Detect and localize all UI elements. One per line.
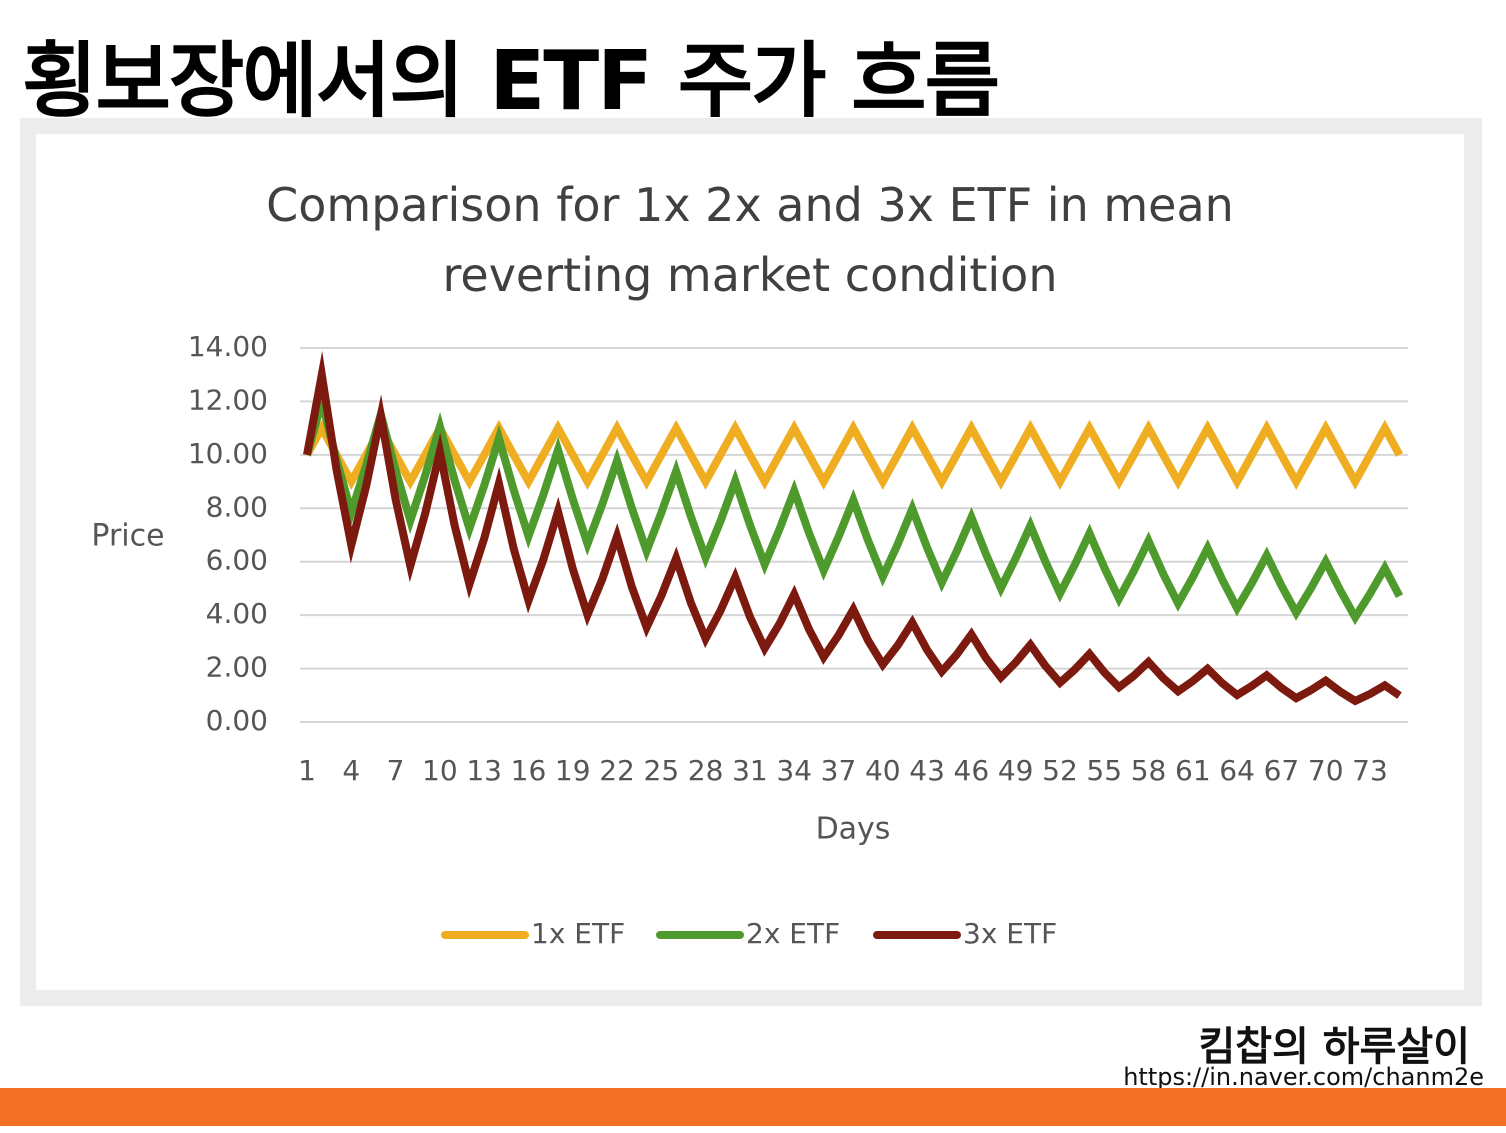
legend-label: 3x ETF — [963, 917, 1057, 950]
x-tick-label: 52 — [1042, 754, 1078, 787]
x-tick-label: 25 — [644, 754, 680, 787]
y-tick-label: 0.00 — [206, 704, 268, 737]
y-tick-label: 14.00 — [188, 330, 268, 363]
x-tick-label: 49 — [998, 754, 1034, 787]
x-tick-label: 4 — [342, 754, 360, 787]
y-tick-label: 12.00 — [188, 383, 268, 416]
footer-bar — [0, 1088, 1506, 1126]
x-tick-label: 22 — [599, 754, 635, 787]
x-tick-label: 37 — [821, 754, 857, 787]
page-title: 횡보장에서의 ETF 주가 흐름 — [22, 34, 1000, 129]
brand: 킴찹의 하루살이 — [1198, 1024, 1470, 1070]
x-tick-label: 64 — [1219, 754, 1255, 787]
x-tick-label: 55 — [1086, 754, 1122, 787]
legend-label: 1x ETF — [531, 917, 625, 950]
legend-label: 2x ETF — [746, 917, 840, 950]
x-tick-label: 7 — [387, 754, 405, 787]
y-tick-label: 2.00 — [206, 651, 268, 684]
y-tick-label: 6.00 — [206, 544, 268, 577]
url: https://in.naver.com/chanm2e — [1123, 1063, 1484, 1091]
chart-title: Comparison for 1x 2x and 3x ETF in mean … — [266, 178, 1234, 302]
x-tick-label: 58 — [1131, 754, 1167, 787]
x-tick-label: 46 — [954, 754, 990, 787]
x-tick-label: 10 — [422, 754, 458, 787]
y-axis-label: Price — [91, 519, 164, 554]
x-tick-label: 34 — [776, 754, 812, 787]
x-tick-label: 73 — [1352, 754, 1388, 787]
x-axis-label: Days — [816, 812, 891, 847]
y-tick-label: 10.00 — [188, 437, 268, 470]
x-tick-label: 1 — [298, 754, 316, 787]
x-tick-label: 13 — [466, 754, 502, 787]
x-tick-label: 16 — [511, 754, 547, 787]
y-tick-label: 8.00 — [206, 490, 268, 523]
series-line — [303, 419, 1404, 490]
x-tick-label: 43 — [909, 754, 945, 787]
x-tick-label: 70 — [1308, 754, 1344, 787]
x-tick-label: 67 — [1264, 754, 1300, 787]
series-line — [303, 385, 1404, 626]
x-tick-label: 31 — [732, 754, 768, 787]
series-line — [303, 350, 1402, 706]
x-tick-label: 28 — [688, 754, 724, 787]
x-tick-label: 61 — [1175, 754, 1211, 787]
y-tick-label: 4.00 — [206, 597, 268, 630]
x-tick-label: 19 — [555, 754, 591, 787]
x-tick-label: 40 — [865, 754, 901, 787]
